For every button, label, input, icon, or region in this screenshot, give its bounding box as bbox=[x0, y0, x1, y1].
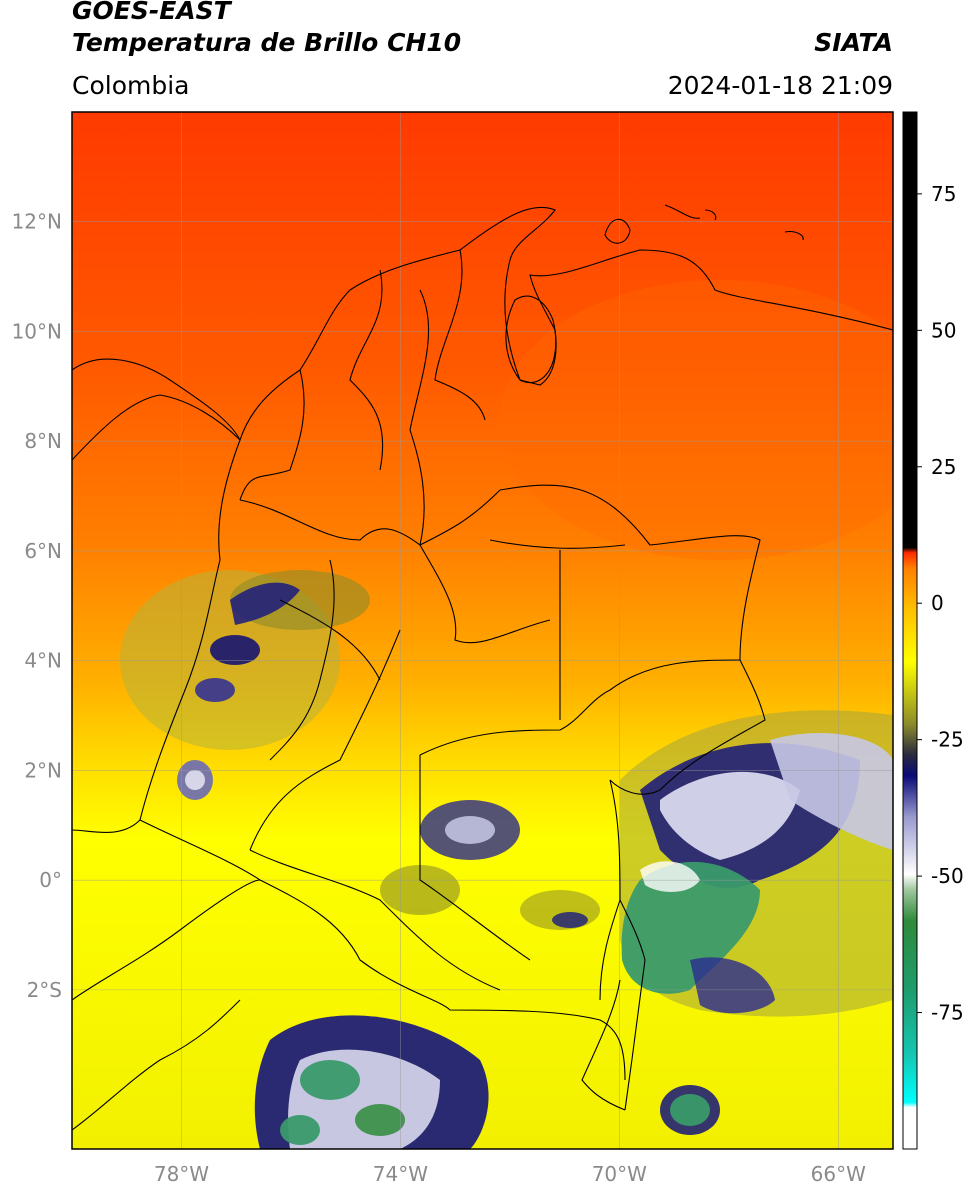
colorbar-tick-label: -25 bbox=[931, 728, 964, 752]
colorbar bbox=[902, 111, 918, 1150]
lon-tick-label: 66°W bbox=[811, 1162, 866, 1186]
lat-tick-label: 4°N bbox=[24, 649, 62, 673]
cloud-cluster-east bbox=[620, 710, 893, 1017]
graticule bbox=[72, 112, 893, 1149]
lat-tick-label: 0° bbox=[39, 868, 62, 892]
colorbar-tick-label: 25 bbox=[931, 455, 956, 479]
colorbar-ticks: 75 50 25 0 -25 -50 -75 bbox=[917, 182, 964, 1025]
cloud-cluster-south bbox=[660, 1085, 720, 1135]
longitude-labels: 78°W 74°W 70°W 66°W bbox=[154, 1162, 866, 1186]
cloud-cluster-central bbox=[380, 800, 600, 930]
lat-tick-label: 8°N bbox=[24, 429, 62, 453]
colorbar-tick-label: -50 bbox=[931, 864, 964, 888]
lon-tick-label: 78°W bbox=[154, 1162, 209, 1186]
colorbar-tick-label: -75 bbox=[931, 1001, 964, 1025]
colorbar-tick-label: 0 bbox=[931, 591, 944, 615]
warm-region bbox=[500, 280, 893, 560]
borders bbox=[72, 204, 893, 1131]
map-frame bbox=[71, 111, 894, 1150]
datetime-label: 2024-01-18 21:09 bbox=[667, 71, 893, 100]
product-title: Temperatura de Brillo CH10 bbox=[72, 28, 462, 57]
lon-tick-label: 74°W bbox=[373, 1162, 428, 1186]
colorbar-tick-label: 50 bbox=[931, 318, 956, 342]
colorbar-tick-label: 75 bbox=[931, 182, 956, 206]
lat-tick-label: 12°N bbox=[12, 210, 62, 234]
lat-tick-label: 2°N bbox=[24, 758, 62, 782]
satellite-title: GOES-EAST bbox=[72, 0, 231, 25]
source-label: SIATA bbox=[814, 28, 893, 57]
cloud-cluster-southwest bbox=[254, 1015, 489, 1149]
region-label: Colombia bbox=[72, 71, 190, 100]
lon-tick-label: 70°W bbox=[592, 1162, 647, 1186]
latitude-labels: 12°N 10°N 8°N 6°N 4°N 2°N 0° 2°S bbox=[12, 210, 62, 1002]
lat-tick-label: 2°S bbox=[27, 978, 62, 1002]
lat-tick-label: 6°N bbox=[24, 539, 62, 563]
lat-tick-label: 10°N bbox=[12, 319, 62, 343]
cloud-cluster-west bbox=[120, 570, 370, 800]
